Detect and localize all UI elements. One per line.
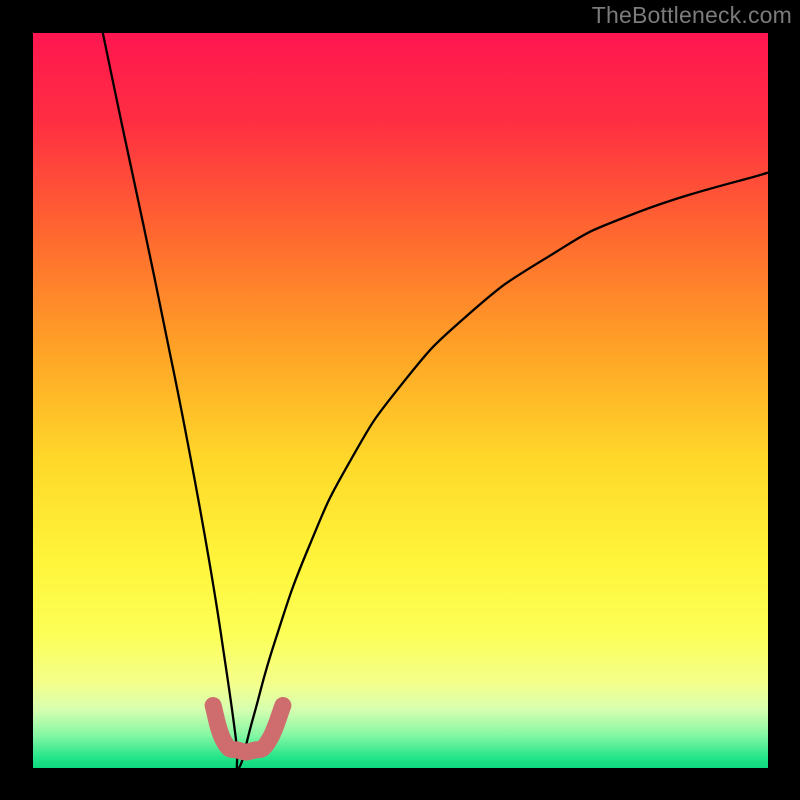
gradient-background bbox=[33, 33, 768, 768]
stage: TheBottleneck.com bbox=[0, 0, 800, 800]
plot-svg bbox=[33, 33, 768, 768]
plot-area bbox=[33, 33, 768, 768]
watermark-text: TheBottleneck.com bbox=[592, 2, 792, 29]
